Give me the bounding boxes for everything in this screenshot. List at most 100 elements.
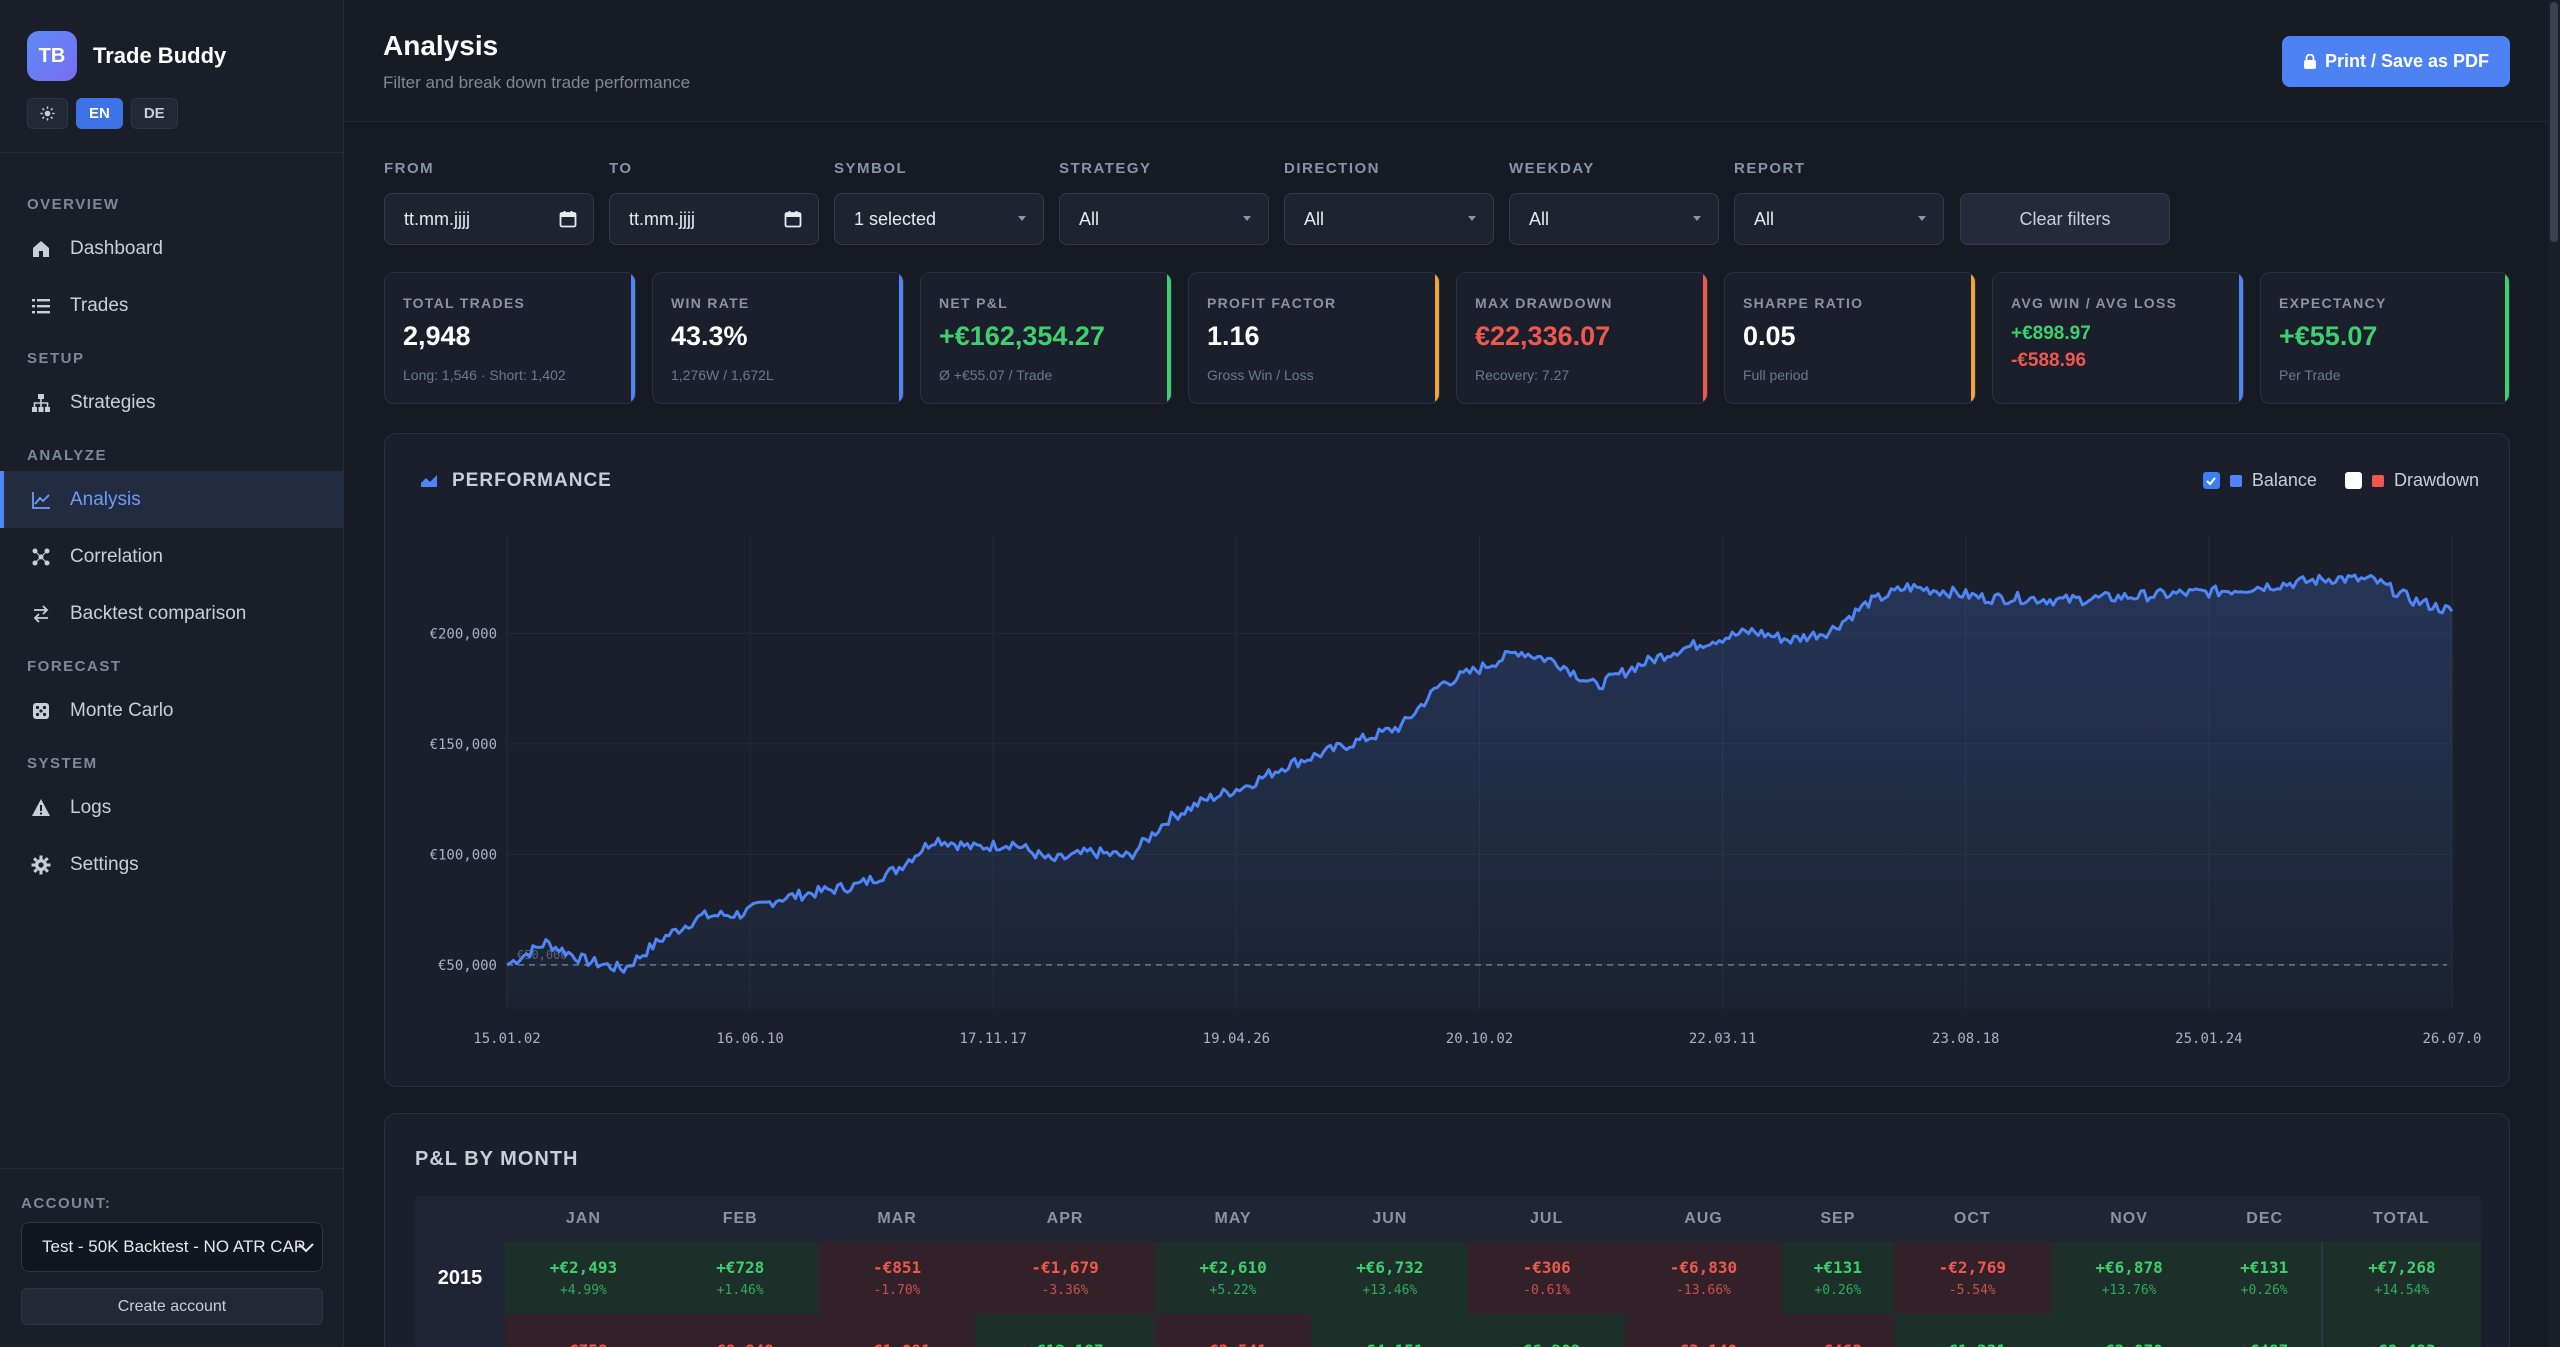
print-save-pdf-button[interactable]: Print / Save as PDF <box>2282 36 2510 87</box>
chevron-down-icon <box>298 1243 314 1253</box>
cell-value: +€131 <box>2240 1258 2289 1277</box>
sidebar-item-logs[interactable]: Logs <box>0 779 344 836</box>
cell-percent: +0.26% <box>2240 1283 2288 1298</box>
dice-icon <box>30 700 52 722</box>
sidebar-item-backtest-comparison[interactable]: Backtest comparison <box>0 585 344 642</box>
filter-label: DIRECTION <box>1284 160 1380 177</box>
y-tick-label: €150,000 <box>430 737 497 753</box>
cell-value: +€1,231 <box>1894 1341 2051 1347</box>
starting-balance-label: €50,000 <box>517 948 568 962</box>
lock-icon <box>2303 54 2316 69</box>
page-scrollbar[interactable] <box>2548 0 2560 1347</box>
sidebar-item-label: Settings <box>70 853 139 875</box>
stat-value: €22,336.07 <box>1475 321 1611 351</box>
nav-section-forecast: FORECAST <box>27 658 122 675</box>
clear-filters-button[interactable]: Clear filters <box>1960 193 2170 245</box>
stat-card-win-rate: WIN RATE 43.3% 1,276W / 1,672L <box>652 272 904 404</box>
cell-value: +€2,610 <box>1199 1258 1267 1277</box>
brand[interactable]: TB Trade Buddy <box>27 31 226 81</box>
column-header: AUG <box>1625 1196 1782 1242</box>
report-select[interactable]: All <box>1734 193 1944 245</box>
filter-label: FROM <box>384 160 435 177</box>
cell-value: -€306 <box>1522 1258 1571 1277</box>
lang-de-button[interactable]: DE <box>130 98 178 129</box>
y-tick-label: €100,000 <box>430 847 497 863</box>
x-tick-label: 20.10.02 <box>1446 1031 1513 1047</box>
scrollbar-thumb[interactable] <box>2550 2 2558 242</box>
column-header: OCT <box>1893 1196 2051 1242</box>
stat-label: WIN RATE <box>671 295 750 311</box>
nav-section-analyze: ANALYZE <box>27 447 107 464</box>
performance-chart[interactable]: 15.01.02 16.06.10 17.11.17 19.04.26 20.10.02… <box>385 434 2511 1088</box>
sidebar-item-correlation[interactable]: Correlation <box>0 528 344 585</box>
create-account-button[interactable]: Create account <box>21 1288 323 1325</box>
cell-value: -€1,091 <box>819 1341 976 1347</box>
month-cell: -€6,830 -13.66% <box>1625 1242 1782 1314</box>
sidebar-item-label: Dashboard <box>70 237 163 259</box>
stat-card-profit-factor: PROFIT FACTOR 1.16 Gross Win / Loss <box>1188 272 1440 404</box>
stat-card-net-pnl: NET P&L +€162,354.27 Ø +€55.07 / Trade <box>920 272 1172 404</box>
column-header: JAN <box>505 1196 662 1242</box>
balance-checkbox[interactable] <box>2202 472 2220 489</box>
column-header: APR <box>975 1196 1155 1242</box>
legend-balance-label: Balance <box>2251 470 2317 490</box>
filter-to: TO tt.mm.jjjj <box>609 160 819 245</box>
cell-value: -€8,849 <box>662 1341 819 1347</box>
stat-label: AVG WIN / AVG LOSS <box>2011 295 2178 311</box>
month-cell: +€12,187 <box>975 1314 1155 1347</box>
filter-label: STRATEGY <box>1059 160 1152 177</box>
direction-select[interactable]: All <box>1284 193 1494 245</box>
cell-percent: -5.54% <box>1948 1283 1996 1298</box>
sidebar-item-monte-carlo[interactable]: Monte Carlo <box>0 682 344 739</box>
sidebar-item-analysis[interactable]: Analysis <box>0 471 344 528</box>
symbol-select[interactable]: 1 selected <box>834 193 1044 245</box>
cell-value: +€131 <box>1813 1258 1862 1277</box>
account-select[interactable]: Test - 50K Backtest - NO ATR CAP <box>21 1222 323 1272</box>
cell-percent: -0.61% <box>1523 1283 1571 1298</box>
performance-title-text: PERFORMANCE <box>452 470 612 491</box>
caret-down-icon <box>1018 216 1026 221</box>
language-switcher: EN DE <box>27 98 178 129</box>
month-cell: +€4,151 <box>1311 1314 1469 1347</box>
sidebar-nav: OVERVIEW Dashboard Trades SETUP Strategi… <box>0 180 344 893</box>
balance-area <box>507 575 2452 1009</box>
stat-sub: Long: 1,546 · Short: 1,402 <box>403 367 566 383</box>
drawdown-checkbox[interactable] <box>2344 472 2362 489</box>
theme-toggle-button[interactable] <box>27 98 68 129</box>
month-cell: +€487 <box>2207 1314 2322 1347</box>
from-date-input[interactable]: tt.mm.jjjj <box>384 193 594 245</box>
warning-icon <box>30 797 52 819</box>
sidebar-item-label: Backtest comparison <box>70 602 247 624</box>
x-tick-label: 22.03.11 <box>1689 1031 1756 1047</box>
sidebar-item-label: Correlation <box>70 545 163 567</box>
month-cell: +€131 +0.26% <box>2207 1242 2322 1314</box>
stat-label: MAX DRAWDOWN <box>1475 295 1613 311</box>
calendar-icon[interactable] <box>559 210 577 228</box>
filter-strategy: STRATEGY All <box>1059 160 1269 245</box>
home-icon <box>30 238 52 260</box>
cell-value: +€8,493 <box>2323 1341 2481 1347</box>
strategy-select[interactable]: All <box>1059 193 1269 245</box>
sidebar-item-strategies[interactable]: Strategies <box>0 374 344 431</box>
lang-en-button[interactable]: EN <box>76 98 123 129</box>
stat-sub: Gross Win / Loss <box>1207 367 1314 383</box>
calendar-icon[interactable] <box>784 210 802 228</box>
stat-sub: Full period <box>1743 367 1809 383</box>
legend-drawdown-label: Drawdown <box>2393 470 2479 490</box>
sidebar-item-dashboard[interactable]: Dashboard <box>0 220 344 277</box>
sidebar-item-settings[interactable]: Settings <box>0 836 344 893</box>
stat-sub: Recovery: 7.27 <box>1475 367 1570 383</box>
avg-win-value: +€898.97 <box>2011 323 2091 344</box>
to-date-input[interactable]: tt.mm.jjjj <box>609 193 819 245</box>
monthly-pnl-panel: P&L BY MONTH JAN FEB MAR APR MAY JUN JUL… <box>384 1113 2510 1347</box>
x-tick-label: 26.07.0 <box>2422 1031 2481 1047</box>
caret-down-icon <box>1693 216 1701 221</box>
performance-title: PERFORMANCE <box>420 470 612 492</box>
weekday-select[interactable]: All <box>1509 193 1719 245</box>
sidebar-item-trades[interactable]: Trades <box>0 277 344 334</box>
cell-value: +€2,070 <box>2051 1341 2208 1347</box>
page-header: Analysis Filter and break down trade per… <box>345 0 2560 122</box>
hierarchy-icon <box>30 392 52 414</box>
list-icon <box>30 295 52 317</box>
caret-down-icon <box>1243 216 1251 221</box>
